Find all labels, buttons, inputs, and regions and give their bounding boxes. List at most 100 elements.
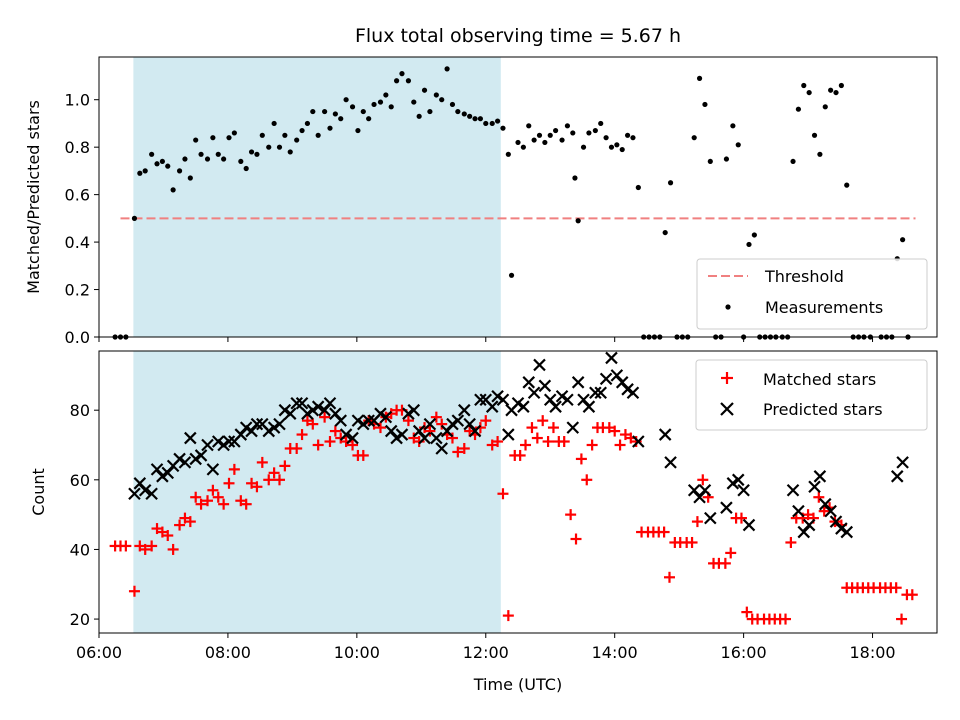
- predicted-star-point: [561, 393, 574, 407]
- measurement-point: [751, 232, 757, 238]
- measurement-point: [322, 108, 328, 115]
- matched-star-point: [174, 519, 186, 531]
- matched-star-point: [697, 474, 709, 486]
- predicted-star-point: [737, 483, 750, 497]
- measurement-point: [444, 66, 450, 72]
- measurement-point: [159, 158, 165, 165]
- legend-measurements-swatch: [725, 304, 731, 310]
- matched-star-point: [663, 571, 675, 583]
- measurement-point: [520, 144, 526, 150]
- measurement-point: [691, 135, 697, 141]
- predicted-star-point: [693, 490, 706, 504]
- legend-matched-swatch: [721, 372, 733, 384]
- predicted-star-point: [829, 515, 843, 528]
- predicted-star-point: [533, 358, 546, 372]
- predicted-star-point: [184, 431, 197, 445]
- predicted-star-point: [138, 483, 152, 497]
- matched-star-point: [319, 411, 331, 423]
- matched-star-point: [537, 415, 549, 427]
- predicted-star-point: [571, 376, 585, 389]
- measurement-point: [723, 156, 730, 162]
- predicted-star-point: [792, 504, 805, 518]
- observing-window-shade-bottom: [133, 351, 501, 633]
- matched-star-point: [526, 422, 538, 434]
- measurement-point: [608, 144, 615, 150]
- matched-star-point: [780, 613, 792, 625]
- matched-star-point: [357, 449, 369, 461]
- measurement-point: [170, 187, 176, 193]
- bottom-y-tick-label: 40: [70, 540, 90, 559]
- measurement-point: [542, 139, 548, 146]
- measurement-point: [707, 158, 713, 165]
- measurement-point: [603, 135, 609, 141]
- predicted-star-point: [318, 403, 331, 417]
- measurement-point: [221, 156, 227, 162]
- matched-star-point: [296, 429, 308, 441]
- measurement-point: [735, 142, 741, 148]
- predicted-star-point: [222, 435, 236, 448]
- predicted-star-point: [334, 414, 348, 427]
- predicted-star-point: [339, 428, 353, 441]
- predicted-star-point: [896, 456, 909, 469]
- matched-stars-points: [109, 404, 918, 625]
- predicted-star-point: [549, 400, 562, 413]
- measurement-point: [817, 151, 823, 157]
- matched-star-point: [120, 540, 132, 552]
- matched-star-point: [531, 432, 543, 444]
- measurement-point: [388, 104, 394, 110]
- predicted-star-point: [463, 417, 476, 431]
- measurement-point: [327, 125, 333, 131]
- predicted-star-point: [201, 438, 214, 452]
- measurement-point: [427, 108, 433, 115]
- matched-star-point: [430, 411, 442, 423]
- matched-star-point: [570, 533, 582, 545]
- matched-star-point: [268, 467, 280, 479]
- matched-star-point: [167, 543, 179, 555]
- predicted-star-point: [234, 428, 248, 441]
- measurement-point: [667, 180, 674, 186]
- predicted-star-point: [451, 414, 465, 427]
- predicted-star-point: [290, 396, 303, 410]
- measurement-point: [500, 125, 506, 131]
- matched-star-point: [329, 425, 341, 437]
- matched-star-point: [240, 498, 252, 510]
- predicted-star-point: [430, 431, 443, 445]
- predicted-star-point: [395, 428, 409, 441]
- measurement-point: [338, 116, 344, 122]
- matched-star-point: [184, 516, 196, 528]
- measurement-point: [304, 120, 311, 127]
- measurement-point: [154, 161, 160, 167]
- measurement-point: [572, 175, 578, 181]
- matched-star-point: [228, 463, 240, 475]
- predicted-star-point: [311, 400, 325, 413]
- measurement-point: [477, 116, 483, 122]
- top-legend: Threshold Measurements: [696, 258, 928, 330]
- measurement-point: [137, 170, 143, 176]
- measurement-point: [559, 137, 565, 143]
- predicted-star-point: [664, 456, 677, 469]
- predicted-star-point: [594, 386, 608, 400]
- measurement-point: [630, 135, 636, 141]
- measurement-point: [472, 116, 478, 122]
- measurement-point: [455, 108, 461, 115]
- measurement-point: [142, 168, 148, 174]
- measurement-point: [439, 97, 445, 103]
- matched-star-point: [218, 498, 230, 510]
- matched-star-point: [735, 512, 747, 524]
- x-tick-label: 18:00: [849, 643, 895, 662]
- matched-star-point: [458, 442, 470, 454]
- predicted-star-point: [704, 511, 717, 525]
- matched-star-point: [492, 436, 504, 448]
- predicted-star-point: [161, 466, 175, 480]
- predicted-star-point: [632, 435, 645, 448]
- measurement-point: [393, 78, 400, 84]
- measurement-point: [416, 113, 422, 119]
- predicted-star-point: [245, 424, 258, 438]
- measurement-point: [243, 165, 249, 172]
- predicted-star-point: [128, 487, 141, 501]
- measurement-point: [355, 127, 361, 134]
- measurement-point: [182, 156, 188, 162]
- measurement-point: [489, 120, 495, 127]
- matched-star-point: [502, 610, 514, 622]
- matched-star-point: [212, 491, 224, 503]
